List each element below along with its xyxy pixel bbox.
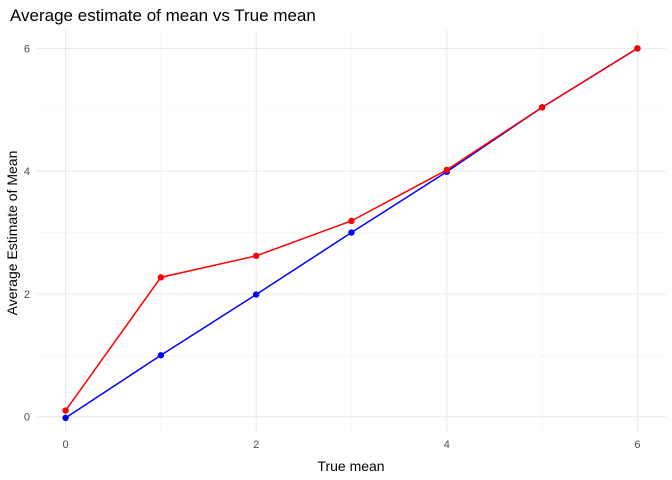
x-tick-label: 6 [634, 439, 640, 451]
series-2-point [443, 166, 451, 174]
x-axis-label: True mean [317, 458, 384, 474]
series-1-point [157, 352, 165, 359]
series-1-point [62, 414, 69, 422]
x-tick-label: 2 [253, 439, 259, 451]
series-2-point [157, 274, 165, 281]
y-axis-label: Average Estimate of Mean [4, 151, 20, 316]
chart-title: Average estimate of mean vs True mean [10, 6, 316, 25]
series-points [62, 45, 641, 422]
x-tick-label: 0 [63, 439, 69, 451]
series-2-point [62, 407, 69, 414]
series-2-point [252, 252, 260, 260]
x-axis-ticks: 0 2 4 6 [63, 439, 641, 451]
series-1-point [252, 291, 260, 298]
y-tick-label: 0 [24, 412, 30, 424]
series-1-point [348, 229, 355, 236]
series-2-point [538, 104, 546, 111]
y-tick-label: 6 [24, 43, 30, 55]
y-tick-label: 4 [24, 166, 30, 178]
y-axis-ticks: 0 2 4 6 [24, 43, 30, 423]
series-2-point [634, 45, 641, 52]
series-2-point [348, 217, 355, 225]
y-tick-label: 2 [24, 289, 30, 301]
x-tick-label: 4 [444, 439, 450, 451]
